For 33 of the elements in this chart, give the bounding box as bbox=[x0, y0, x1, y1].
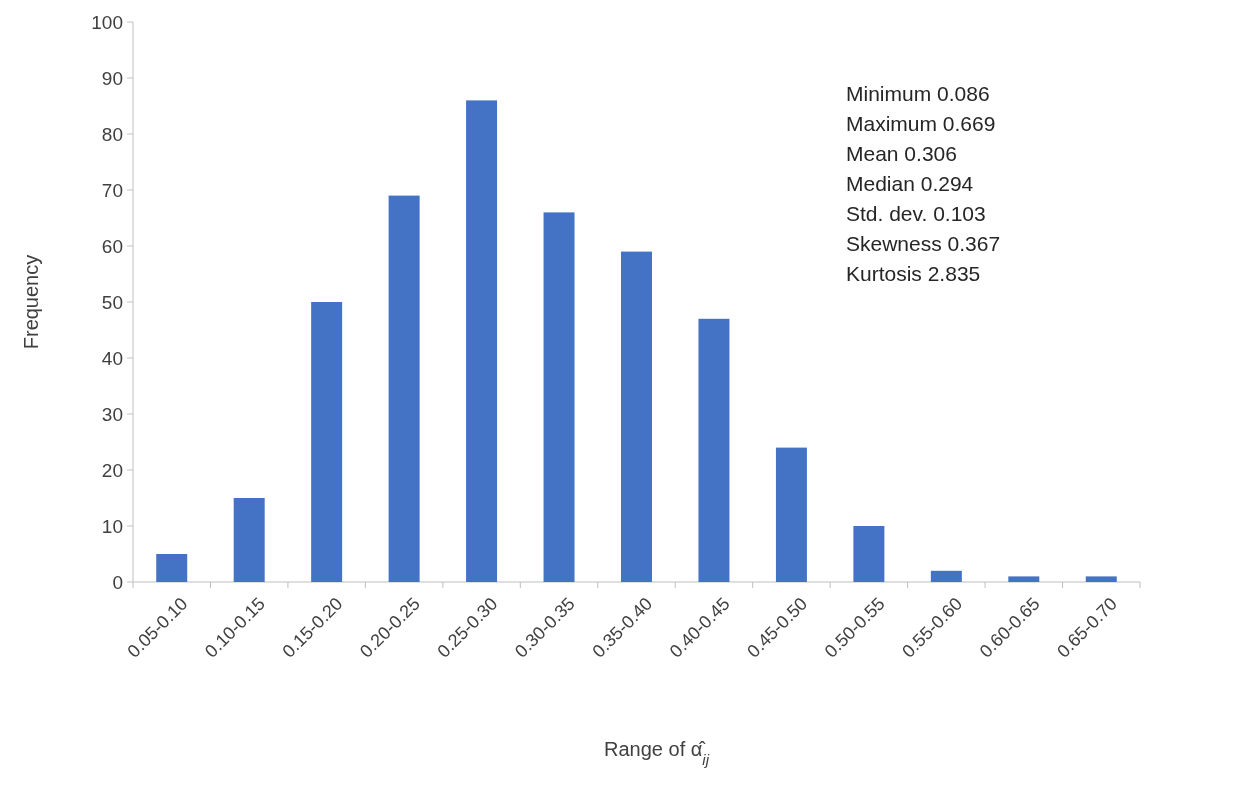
bar bbox=[543, 212, 575, 582]
bar bbox=[233, 498, 265, 582]
y-tick-label: 0 bbox=[112, 571, 123, 593]
annotation: Mean 0.306 bbox=[846, 142, 957, 165]
annotation: Minimum 0.086 bbox=[846, 82, 990, 105]
y-tick-label: 90 bbox=[101, 67, 123, 89]
y-tick-label: 60 bbox=[101, 235, 123, 257]
y-tick-label: 40 bbox=[101, 347, 123, 369]
y-axis-title: Frequency bbox=[20, 254, 42, 350]
y-tick-label: 80 bbox=[101, 123, 123, 145]
bar bbox=[311, 302, 343, 582]
annotation: Median 0.294 bbox=[846, 172, 974, 195]
y-tick-label: 30 bbox=[101, 403, 123, 425]
y-tick-label: 100 bbox=[91, 11, 123, 33]
bar bbox=[1085, 576, 1117, 582]
y-tick-label: 20 bbox=[101, 459, 123, 481]
bar bbox=[853, 526, 885, 582]
y-tick-label: 10 bbox=[101, 515, 123, 537]
bar bbox=[930, 570, 962, 582]
bar bbox=[775, 447, 807, 582]
x-axis-title: Range of α̂$_{ij}$ bbox=[604, 738, 710, 768]
y-tick-label: 70 bbox=[101, 179, 123, 201]
bar bbox=[1008, 576, 1040, 582]
y-tick-label: 50 bbox=[101, 291, 123, 313]
bar bbox=[698, 318, 730, 582]
annotation: Kurtosis 2.835 bbox=[846, 262, 981, 285]
annotation: Maximum 0.669 bbox=[846, 112, 996, 135]
bar bbox=[621, 251, 652, 582]
bar bbox=[156, 554, 188, 582]
bar bbox=[388, 195, 420, 582]
annotation: Std. dev. 0.103 bbox=[846, 202, 986, 225]
bar bbox=[466, 100, 498, 582]
annotation: Skewness 0.367 bbox=[846, 232, 1001, 255]
